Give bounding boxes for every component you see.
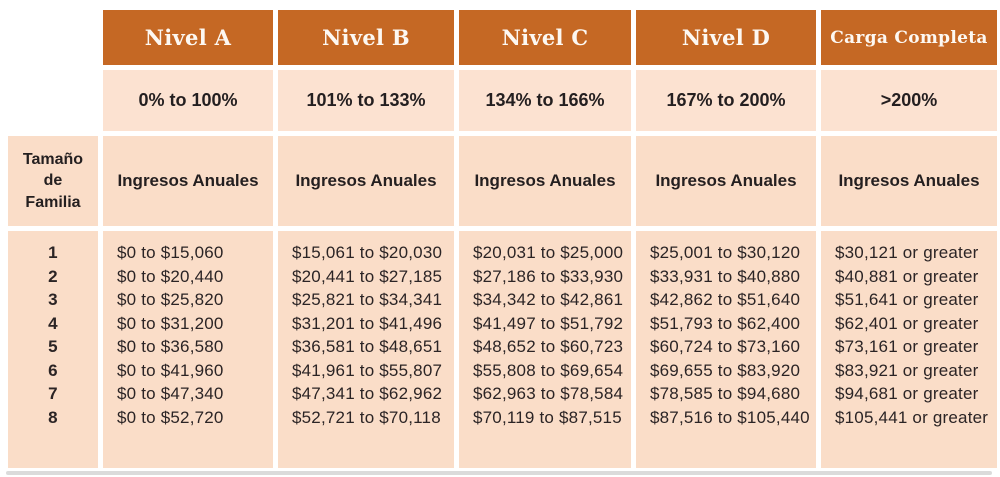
family-size-header-line-3: Familia [25,193,81,211]
fpl-range-nivel-a: 0% to 100% [103,70,273,131]
income-range: $0 to $41,960 [117,360,224,380]
family-size-value: 7 [48,384,58,403]
corner-blank-pct [8,70,98,131]
header-nivel-d: Nivel D [636,10,816,65]
income-range: $20,031 to $25,000 [473,243,624,262]
income-column-carga-completa: $30,121 or greater $40,881 or greater $5… [821,231,997,468]
income-column-nivel-a: $0 to $15,060 $0 to $20,440 $0 to $25,82… [103,231,273,468]
income-range: $62,401 or greater [835,313,979,333]
family-size-value: 3 [48,290,58,309]
income-range: $105,441 or greater [835,407,989,427]
corner-blank-top [8,10,98,65]
family-size-value: 6 [48,360,58,380]
income-column-nivel-c: $20,031 to $25,000 $27,186 to $33,930 $3… [459,231,631,468]
family-size-header: Tamaño de Familia [8,136,98,226]
income-range: $83,921 or greater [835,360,979,380]
income-range: $69,655 to $83,920 [650,360,801,380]
income-range: $87,516 to $105,440 [650,407,810,427]
income-range: $48,652 to $60,723 [473,337,624,356]
income-range: $73,161 or greater [835,337,979,356]
income-range: $25,001 to $30,120 [650,243,801,262]
income-range: $47,341 to $62,962 [292,384,443,403]
income-range: $51,793 to $62,400 [650,313,801,333]
income-label-nivel-b: Ingresos Anuales [278,136,454,226]
income-range: $36,581 to $48,651 [292,337,443,356]
income-range: $94,681 or greater [835,384,979,403]
income-label-nivel-a: Ingresos Anuales [103,136,273,226]
header-nivel-a: Nivel A [103,10,273,65]
income-range: $30,121 or greater [835,243,979,262]
header-carga-completa: Carga Completa [821,10,997,65]
fpl-range-nivel-d: 167% to 200% [636,70,816,131]
income-range: $62,963 to $78,584 [473,384,624,403]
family-size-value: 2 [48,266,58,286]
income-range: $70,119 to $87,515 [473,407,622,427]
family-size-header-line-1: Tamaño [22,151,84,169]
header-nivel-b: Nivel B [278,10,454,65]
income-range: $0 to $36,580 [117,337,224,356]
income-range: $25,821 to $34,341 [292,290,443,309]
income-range: $33,931 to $40,880 [650,266,801,286]
income-range: $42,862 to $51,640 [650,290,801,309]
income-range: $0 to $31,200 [117,313,224,333]
fee-table-grid: Nivel A Nivel B Nivel C Nivel D Carga Co… [8,10,997,468]
income-label-carga-completa: Ingresos Anuales [821,136,997,226]
family-size-value: 4 [48,313,58,333]
income-range: $78,585 to $94,680 [650,384,801,403]
family-size-column: 1 2 3 4 5 6 7 8 [8,231,98,468]
income-range: $0 to $25,820 [117,290,224,309]
income-range: $0 to $52,720 [117,407,224,427]
family-size-value: 1 [48,243,58,262]
income-column-nivel-d: $25,001 to $30,120 $33,931 to $40,880 $4… [636,231,816,468]
bottom-shadow-divider [6,471,992,475]
fpl-range-carga-completa: >200% [821,70,997,131]
income-range: $52,721 to $70,118 [292,407,441,427]
income-range: $60,724 to $73,160 [650,337,801,356]
income-range: $51,641 or greater [835,290,979,309]
income-range: $41,497 to $51,792 [473,313,624,333]
income-range: $31,201 to $41,496 [292,313,443,333]
income-range: $34,342 to $42,861 [473,290,624,309]
fpl-range-nivel-b: 101% to 133% [278,70,454,131]
income-range: $0 to $47,340 [117,384,224,403]
income-range: $20,441 to $27,185 [292,266,443,286]
income-range: $15,061 to $20,030 [292,243,443,262]
family-size-value: 8 [48,407,58,427]
income-label-nivel-d: Ingresos Anuales [636,136,816,226]
income-range: $0 to $15,060 [117,243,224,262]
income-range: $0 to $20,440 [117,266,224,286]
income-range: $41,961 to $55,807 [292,360,443,380]
income-column-nivel-b: $15,061 to $20,030 $20,441 to $27,185 $2… [278,231,454,468]
header-nivel-c: Nivel C [459,10,631,65]
family-size-value: 5 [48,337,58,356]
fpl-range-nivel-c: 134% to 166% [459,70,631,131]
income-label-nivel-c: Ingresos Anuales [459,136,631,226]
family-size-header-line-2: de [43,172,63,190]
income-range: $55,808 to $69,654 [473,360,624,380]
income-range: $40,881 or greater [835,266,979,286]
income-range: $27,186 to $33,930 [473,266,624,286]
